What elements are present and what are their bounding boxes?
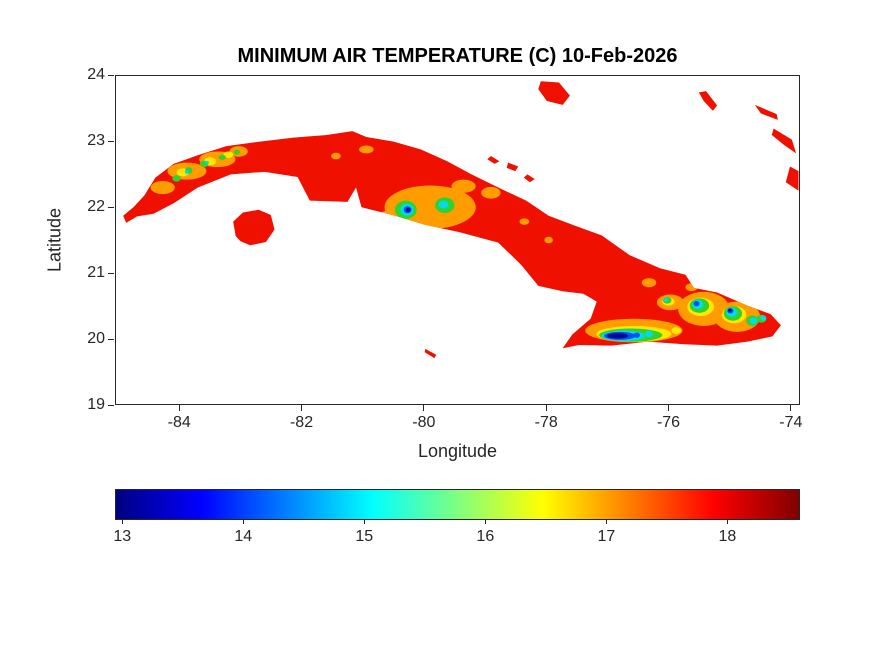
temp-patch-b — [633, 332, 640, 338]
bahamas-cay-4 — [785, 166, 799, 191]
y-tick-mark — [108, 206, 114, 208]
cayo-romano — [523, 174, 535, 183]
isla-de-la-juventud — [233, 209, 275, 246]
y-tick-mark — [108, 404, 114, 406]
bahamas-cay-3 — [771, 128, 797, 154]
temp-patch-o — [544, 236, 553, 244]
colorbar-tick-label: 15 — [355, 528, 374, 545]
x-tick-mark — [545, 405, 547, 411]
colorbar-tick-mark — [242, 520, 244, 524]
chart-title: MINIMUM AIR TEMPERATURE (C) 10-Feb-2026 — [237, 45, 678, 67]
colorbar-tick-mark — [484, 520, 486, 524]
colorbar — [115, 489, 800, 520]
plot-area — [115, 75, 800, 405]
temp-patch-g — [218, 154, 226, 160]
cuba-landmass — [123, 131, 781, 349]
x-axis-label: Longitude — [417, 441, 498, 461]
colorbar-tick-label: 16 — [476, 528, 495, 545]
y-tick-label: 20 — [87, 330, 105, 347]
colorbar-tick-mark — [363, 520, 365, 524]
x-tick-mark — [301, 405, 303, 411]
x-tick-mark — [423, 405, 425, 411]
temp-patch-b — [693, 301, 700, 307]
colorbar-tick-label: 13 — [113, 528, 132, 545]
bahamas-cay-1 — [698, 91, 718, 111]
y-tick-label: 23 — [87, 132, 105, 149]
temp-patch-d — [406, 207, 411, 212]
temp-patch-y — [671, 327, 682, 334]
colorbar-tick-label: 18 — [718, 528, 737, 545]
x-tick-label: -76 — [656, 414, 681, 431]
temp-patch-o — [359, 145, 374, 154]
colorbar-tick-mark — [605, 520, 607, 524]
temp-patch-o — [500, 181, 516, 191]
temp-patch-c — [749, 317, 758, 324]
temp-patch-c — [205, 160, 209, 165]
temp-patch-o — [451, 179, 476, 193]
x-tick-label: -82 — [289, 414, 314, 431]
y-tick-mark — [108, 74, 114, 76]
temp-patch-g — [233, 149, 240, 155]
temp-patch-g — [172, 175, 181, 182]
temp-patch-o — [641, 278, 657, 288]
temp-patch-c — [184, 169, 190, 174]
cayo-sabinal — [487, 156, 500, 164]
cuba-temperature-map — [123, 81, 799, 359]
temp-patch-o — [331, 152, 341, 160]
y-tick-mark — [108, 140, 114, 142]
temp-patch-c — [645, 330, 653, 338]
y-tick-mark — [108, 272, 114, 274]
x-tick-label: -74 — [779, 414, 803, 431]
andros-island — [538, 81, 570, 105]
temp-patch-c — [438, 200, 449, 209]
colorbar-tick-label: 14 — [234, 528, 253, 545]
y-tick-label: 19 — [87, 396, 105, 413]
x-tick-mark — [178, 405, 180, 411]
colorbar-tick-mark — [726, 520, 728, 524]
x-tick-label: -78 — [534, 414, 558, 431]
temp-patch-y — [223, 151, 234, 158]
y-tick-label: 24 — [87, 66, 105, 83]
x-tick-label: -80 — [412, 414, 436, 431]
x-tick-mark — [668, 405, 669, 411]
cayo-coco — [506, 162, 519, 172]
temp-patch-d — [607, 332, 628, 339]
y-tick-label: 21 — [87, 264, 105, 281]
temp-patch-o — [150, 180, 175, 195]
temp-patch-o — [685, 283, 698, 292]
y-tick-label: 22 — [87, 198, 105, 215]
y-axis-label: Latitude — [44, 207, 65, 273]
bahamas-cay-2 — [754, 104, 778, 120]
x-tick-label: -84 — [167, 414, 191, 431]
x-tick-mark — [790, 405, 792, 411]
colorbar-tick-mark — [121, 520, 123, 524]
temp-patch-o — [481, 186, 501, 199]
temp-patch-c — [663, 297, 669, 302]
temp-patch-c — [760, 315, 767, 321]
temp-patch-o — [519, 218, 530, 225]
cayman-brac — [424, 348, 437, 359]
colorbar-tick-label: 17 — [597, 528, 616, 545]
y-tick-mark — [108, 338, 114, 340]
temp-patch-d — [728, 308, 732, 312]
